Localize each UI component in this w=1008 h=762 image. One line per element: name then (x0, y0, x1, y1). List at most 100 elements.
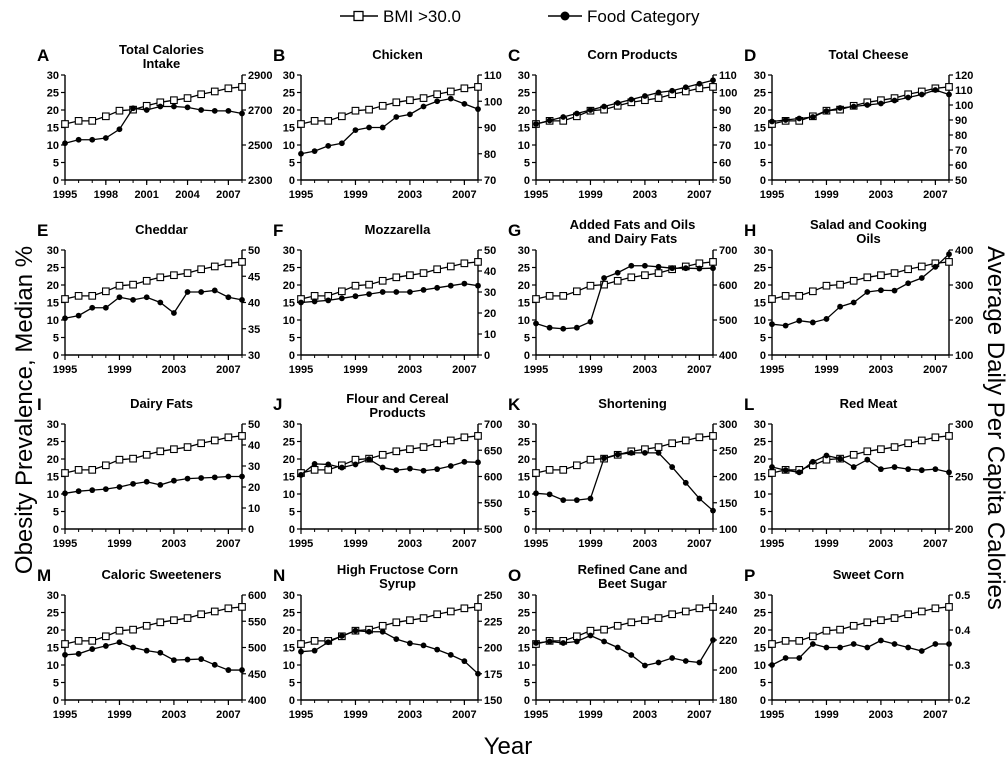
bmi-point (224, 604, 233, 613)
food-point (352, 293, 359, 300)
left-tick-label: 15 (283, 643, 295, 655)
bmi-point (863, 618, 872, 627)
x-tick-label: 1999 (107, 364, 131, 376)
bmi-point (904, 265, 913, 274)
food-point (62, 315, 68, 322)
food-point (796, 655, 803, 661)
left-tick-label: 10 (283, 140, 295, 152)
food-point (89, 136, 96, 143)
food-point (796, 317, 803, 324)
food-point (682, 84, 689, 91)
bmi-point (559, 291, 568, 300)
left-tick-label: 20 (754, 280, 766, 292)
left-tick-label: 20 (754, 625, 766, 637)
food-point (782, 322, 789, 329)
right-tick-label: 700 (484, 419, 502, 431)
food-point (311, 148, 318, 155)
food-point (338, 633, 345, 639)
bmi-point (917, 262, 926, 271)
bmi-point (115, 455, 124, 464)
right-tick-label: 20 (248, 482, 260, 494)
left-tick-label: 30 (283, 245, 295, 257)
right-tick-label: 175 (484, 669, 502, 681)
food-point (642, 262, 648, 269)
right-tick-label: 250 (955, 472, 973, 484)
food-point (837, 644, 843, 651)
left-tick-label: 5 (760, 158, 766, 170)
bmi-point (406, 616, 414, 625)
food-point (796, 115, 803, 122)
food-point (587, 318, 594, 325)
bmi-point (61, 120, 69, 128)
food-point (837, 105, 843, 111)
right-tick-label: 80 (484, 149, 496, 161)
right-tick-label: 45 (248, 271, 260, 283)
left-tick-label: 15 (47, 123, 59, 135)
food-point (298, 648, 304, 655)
panel-title: Total Cheese (829, 47, 909, 62)
food-point (366, 628, 372, 635)
food-point (116, 126, 123, 133)
bmi-point (559, 465, 568, 474)
x-tick-label: 2007 (216, 538, 240, 550)
food-point (130, 296, 136, 303)
bmi-point (310, 117, 319, 125)
food-point (75, 650, 82, 657)
food-point (298, 299, 304, 306)
bmi-point (654, 614, 663, 622)
bmi-point (238, 432, 246, 440)
bmi-point (170, 445, 178, 454)
x-tick-label: 1995 (524, 709, 548, 721)
panel-title: Products (369, 405, 425, 420)
bmi-point (795, 291, 804, 300)
bmi-point (74, 117, 83, 125)
panels-grid: A Total CaloriesIntake0510152025302300250… (37, 42, 973, 721)
bmi-point (433, 610, 442, 619)
left-tick-label: 30 (47, 590, 59, 602)
bmi-point (877, 445, 885, 454)
food-point (932, 87, 939, 93)
food-point (338, 295, 345, 302)
food-point (546, 117, 553, 124)
left-tick-label: 20 (518, 105, 530, 117)
left-tick-label: 5 (289, 333, 295, 345)
bmi-point (808, 287, 817, 296)
right-tick-label: 30 (248, 350, 260, 362)
bmi-point (446, 436, 455, 445)
left-tick-label: 10 (283, 315, 295, 327)
bmi-point (170, 96, 178, 105)
food-point (614, 451, 621, 458)
left-tick-label: 15 (518, 123, 530, 135)
x-tick-label: 2007 (923, 538, 947, 550)
food-point (601, 455, 607, 462)
food-point (642, 93, 648, 99)
left-axis-title: Obesity Prevalence, Median % (11, 246, 38, 574)
left-tick-label: 25 (47, 88, 59, 100)
food-point (587, 495, 594, 502)
left-tick-label: 15 (518, 298, 530, 310)
x-tick-label: 2007 (216, 189, 240, 201)
panel-title: Caloric Sweeteners (102, 567, 222, 582)
x-tick-label: 2003 (633, 189, 657, 201)
panel-k: K Shortening 0 5 10 15 20 25 30 100 150 200 250 300 19… (508, 395, 737, 550)
food-point (379, 124, 386, 131)
left-tick-label: 10 (283, 660, 295, 672)
food-point (116, 639, 123, 646)
legend-marker-circle (560, 11, 570, 21)
right-tick-label: 650 (484, 445, 502, 457)
bmi-point (224, 84, 233, 93)
left-tick-label: 10 (47, 315, 59, 327)
food-point (655, 449, 662, 456)
left-tick-label: 0 (760, 350, 766, 362)
bmi-point (709, 432, 717, 440)
left-tick-label: 25 (754, 88, 766, 100)
bmi-point (224, 433, 233, 442)
right-tick-label: 700 (719, 245, 737, 257)
food-point (628, 449, 635, 456)
right-tick-label: 400 (719, 350, 737, 362)
bmi-point (351, 106, 360, 115)
left-tick-label: 10 (283, 489, 295, 501)
food-point (864, 456, 871, 463)
food-point (891, 464, 898, 470)
